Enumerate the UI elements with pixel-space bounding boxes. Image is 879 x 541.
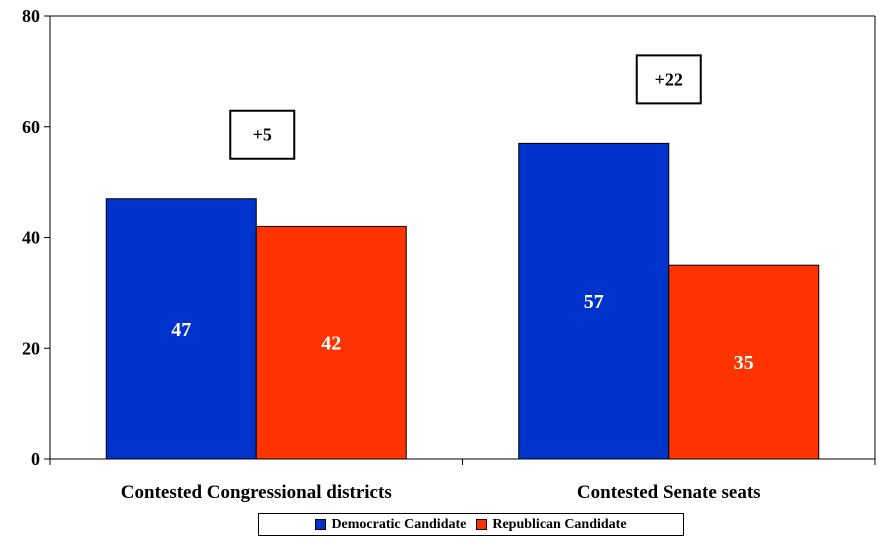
bar-labels: 47 42 57 35: [171, 291, 754, 374]
difference-box: [635, 54, 702, 105]
x-labels: Contested Congressional districts Contest…: [121, 482, 761, 503]
y-ticks: 0 20 40 60 80: [22, 6, 50, 469]
y-tick-label: 20: [22, 338, 40, 358]
bars: [105, 142, 820, 460]
annotations: +5 +22: [229, 54, 702, 160]
x-tick-label: Contested Congressional districts: [121, 482, 392, 503]
legend-label-democratic: Democratic Candidate: [331, 516, 467, 532]
x-tick-label: Contested Senate seats: [577, 482, 761, 503]
legend-swatch-republican: [476, 519, 488, 530]
bar: [105, 198, 257, 460]
bar: [255, 225, 407, 460]
difference-label: +22: [655, 69, 683, 89]
bar-value-label: 57: [584, 291, 604, 313]
legend-item-republican: Republican Candidate: [476, 516, 627, 533]
y-tick-label: 0: [31, 449, 40, 469]
bar-value-label: 42: [321, 333, 341, 355]
y-tick-label: 60: [22, 117, 40, 137]
bar: [668, 264, 820, 460]
y-tick-label: 40: [22, 228, 40, 248]
legend: Democratic Candidate Republican Candidat…: [258, 513, 684, 536]
legend-item-democratic: Democratic Candidate: [315, 517, 466, 533]
difference-label: +5: [253, 125, 272, 145]
y-tick-label: 80: [22, 6, 40, 26]
bar-value-label: 47: [171, 319, 191, 341]
bar: [518, 142, 670, 460]
legend-swatch-democratic: [315, 519, 327, 530]
difference-box: [229, 109, 296, 160]
bar-value-label: 35: [734, 352, 754, 374]
legend-label-republican: Republican Candidate: [492, 516, 627, 532]
